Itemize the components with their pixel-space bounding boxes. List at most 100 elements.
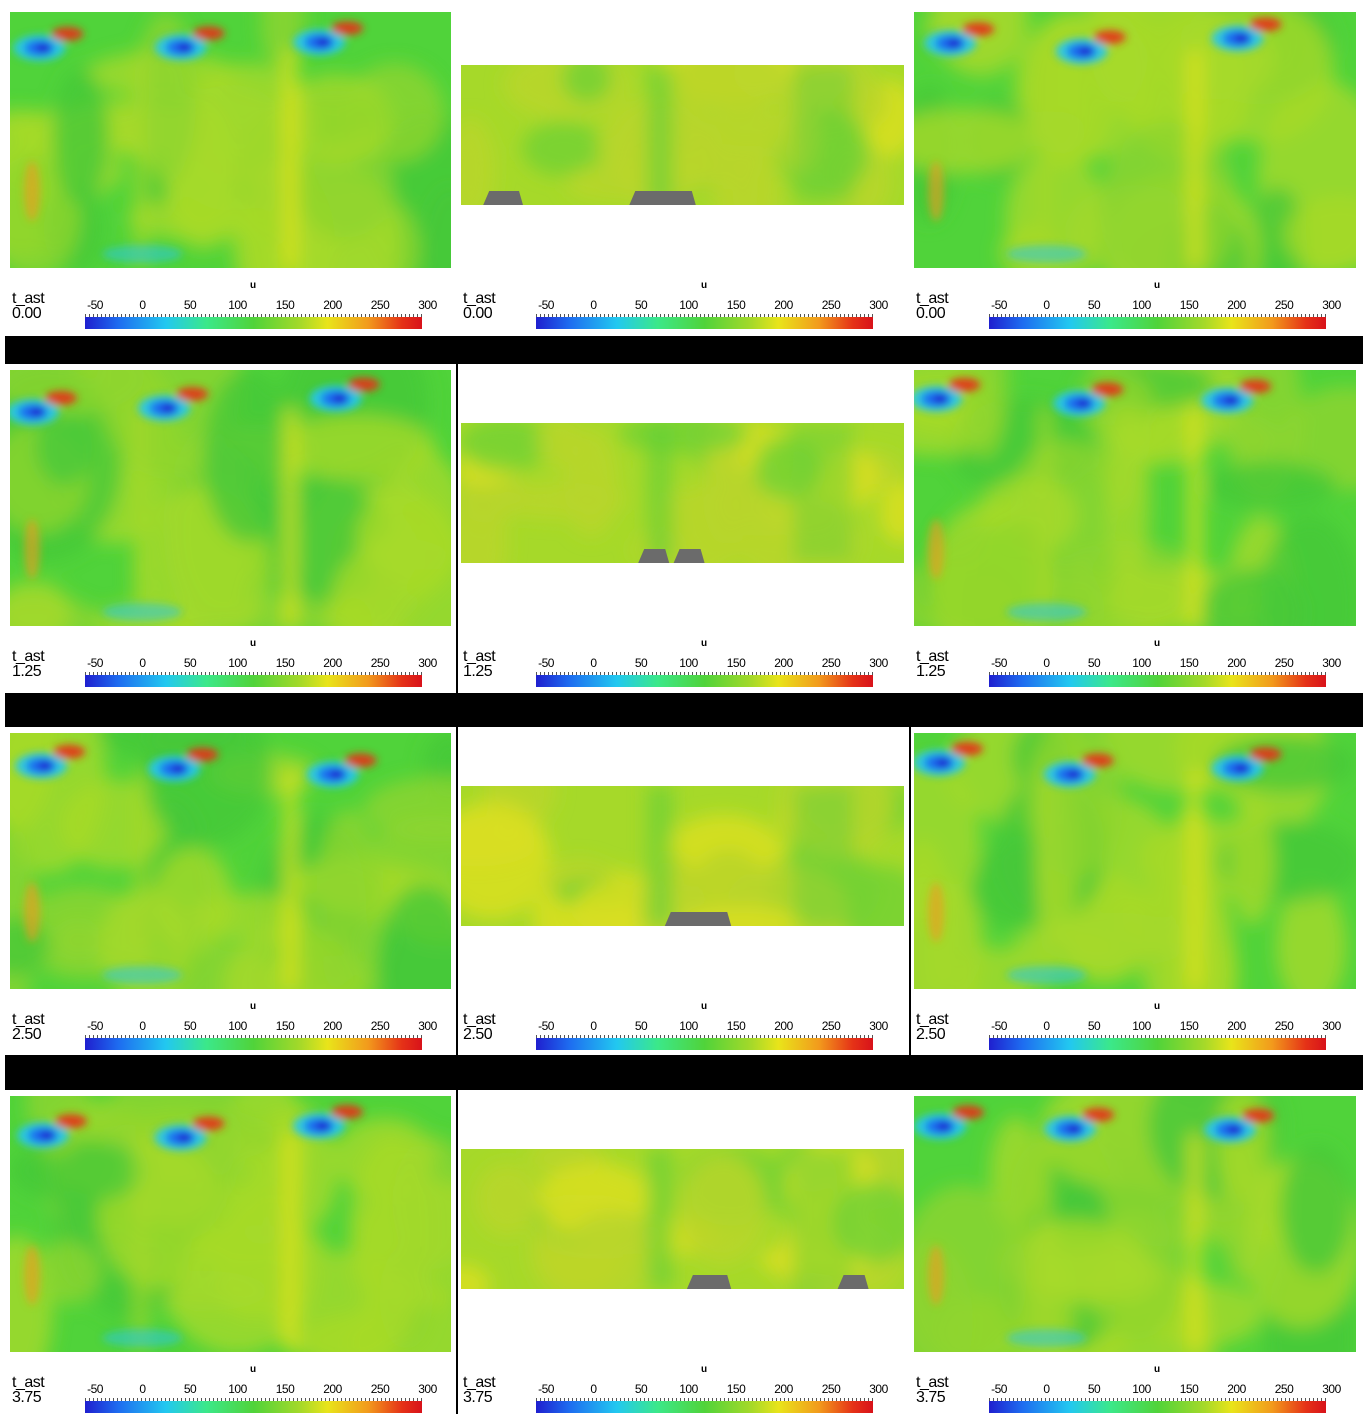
colorbar-tick-label: 150 — [275, 1382, 295, 1396]
time-label: t_ast 1.25 — [916, 649, 949, 680]
colorbar-tick-label: 200 — [323, 1019, 342, 1033]
colorbar: u -50 0 50 100 150 200 250 300 — [989, 1001, 1341, 1051]
colorbar-tick-label: 0 — [139, 1019, 146, 1033]
colorbar-tick-label: 0 — [139, 1382, 146, 1396]
top-view-contour — [914, 1096, 1356, 1352]
colorbar-title: u — [250, 1001, 257, 1012]
colorbar-tick-label: -50 — [538, 1382, 554, 1396]
colorbar-tick-label: 250 — [370, 1382, 390, 1396]
colorbar-tick-label: 150 — [726, 1382, 746, 1396]
time-label-value: 3.75 — [12, 1389, 42, 1406]
colorbar-gradient — [85, 1398, 422, 1413]
colorbar-tick-label: 150 — [275, 1019, 295, 1033]
colorbar-tick-label: 200 — [774, 298, 793, 312]
colorbar-tick-label: 300 — [418, 1382, 437, 1396]
colorbar-gradient — [536, 1035, 873, 1050]
colorbar-gradient — [85, 314, 422, 329]
colorbar-minor-ticks — [989, 1035, 1326, 1038]
side-view-contour — [461, 423, 904, 563]
time-label-value: 3.75 — [916, 1389, 946, 1406]
colorbar-tick-label: 300 — [418, 656, 437, 670]
colorbar-tick-label: 50 — [634, 656, 648, 670]
panel-row1-col3: t_ast 0.00 u -50 0 50 100 150 200 250 300 — [914, 8, 1356, 333]
colorbar-tick-label: 250 — [821, 1382, 841, 1396]
colorbar: u -50 0 50 100 150 200 250 300 — [536, 1364, 888, 1414]
colorbar-tick-label: 250 — [1274, 1382, 1294, 1396]
colorbar-tick-label: 250 — [821, 1019, 841, 1033]
colorbar-tick-label: 250 — [821, 656, 841, 670]
colorbar-tick-label: 100 — [679, 1019, 698, 1033]
colorbar: u -50 0 50 100 150 200 250 300 — [85, 1001, 437, 1051]
colorbar-tick-label: 300 — [418, 298, 437, 312]
time-label-value: 0.00 — [463, 305, 493, 322]
colorbar-tick-label: -50 — [87, 656, 103, 670]
colorbar-tick-label: 250 — [370, 298, 390, 312]
colorbar-tick-label: 200 — [1227, 1019, 1246, 1033]
colorbar-tick-label: 0 — [1043, 656, 1050, 670]
colorbar-gradient — [536, 1398, 873, 1413]
panel-row2-col1: t_ast 1.25 u -50 0 50 100 150 200 250 300 — [10, 366, 451, 691]
separator-band-3 — [5, 1055, 1363, 1090]
colorbar-tick-label: 100 — [1132, 298, 1151, 312]
divider-row2-left — [456, 364, 458, 693]
colorbar-tick-label: 50 — [183, 1382, 197, 1396]
time-label: t_ast 3.75 — [12, 1374, 45, 1406]
panel-row3-col1: t_ast 2.50 u -50 0 50 100 150 200 250 300 — [10, 729, 451, 1054]
colorbar-tick-label: -50 — [991, 298, 1007, 312]
time-label: t_ast 0.00 — [463, 290, 496, 322]
time-label-name: t_ast — [463, 648, 496, 665]
top-view-contour — [10, 370, 451, 626]
time-label-name: t_ast — [12, 1011, 45, 1028]
time-label-value: 1.25 — [916, 663, 946, 680]
colorbar-tick-label: 100 — [1132, 1019, 1151, 1033]
colorbar-title: u — [701, 1001, 708, 1012]
colorbar-tick-label: -50 — [87, 1382, 103, 1396]
colorbar-minor-ticks — [989, 672, 1326, 675]
colorbar-title: u — [250, 1364, 257, 1375]
colorbar-tick-label: 300 — [1322, 1382, 1341, 1396]
colorbar: u -50 0 50 100 150 200 250 300 — [85, 1364, 437, 1414]
colorbar: u -50 0 50 100 150 200 250 300 — [989, 638, 1341, 688]
time-label-name: t_ast — [12, 1374, 45, 1391]
colorbar-minor-ticks — [85, 1398, 422, 1401]
panel-row3-col3: t_ast 2.50 u -50 0 50 100 150 200 250 300 — [914, 729, 1356, 1054]
colorbar-tick-label: -50 — [538, 298, 554, 312]
side-view-contour — [461, 65, 904, 205]
colorbar-tick-label: 200 — [1227, 1382, 1246, 1396]
time-label: t_ast 0.00 — [12, 291, 45, 322]
time-label: t_ast 2.50 — [463, 1012, 496, 1043]
colorbar-tick-label: 250 — [370, 1019, 390, 1033]
colorbar-gradient — [989, 1398, 1326, 1413]
colorbar-title: u — [1154, 1001, 1161, 1012]
colorbar-tick-label: 50 — [183, 656, 197, 670]
time-label: t_ast 2.50 — [12, 1011, 45, 1043]
colorbar-tick-label: 100 — [228, 1019, 247, 1033]
panel-row1-col1: t_ast 0.00 u -50 0 50 100 150 200 250 300 — [10, 8, 451, 333]
colorbar-tick-label: 250 — [1274, 298, 1294, 312]
top-view-contour — [914, 12, 1356, 268]
colorbar-minor-ticks — [989, 314, 1326, 317]
colorbar-tick-label: 200 — [774, 1019, 793, 1033]
colorbar: u -50 0 50 100 150 200 250 300 — [536, 280, 888, 330]
colorbar-tick-label: 50 — [183, 1019, 197, 1033]
colorbar-tick-label: 300 — [869, 298, 888, 312]
divider-row3-right — [909, 727, 911, 1055]
colorbar: u -50 0 50 100 150 200 250 300 — [536, 1001, 888, 1051]
colorbar-tick-label: 0 — [139, 298, 146, 312]
colorbar-title: u — [701, 280, 708, 291]
colorbar-minor-ticks — [989, 1398, 1326, 1401]
colorbar-tick-label: 50 — [634, 1382, 648, 1396]
time-label-name: t_ast — [463, 290, 496, 307]
divider-row4-left — [456, 1090, 458, 1414]
time-label-value: 1.25 — [12, 663, 42, 680]
colorbar-title: u — [701, 1364, 708, 1375]
colorbar-gradient — [989, 672, 1326, 687]
colorbar-tick-label: -50 — [538, 656, 554, 670]
colorbar-tick-label: 50 — [1087, 656, 1101, 670]
colorbar: u -50 0 50 100 150 200 250 300 — [989, 280, 1341, 330]
colorbar-tick-label: 200 — [1227, 656, 1246, 670]
time-label-value: 3.75 — [463, 1389, 493, 1406]
colorbar-tick-label: 0 — [1043, 1019, 1050, 1033]
colorbar-gradient — [85, 672, 422, 687]
colorbar-tick-label: 50 — [183, 298, 197, 312]
